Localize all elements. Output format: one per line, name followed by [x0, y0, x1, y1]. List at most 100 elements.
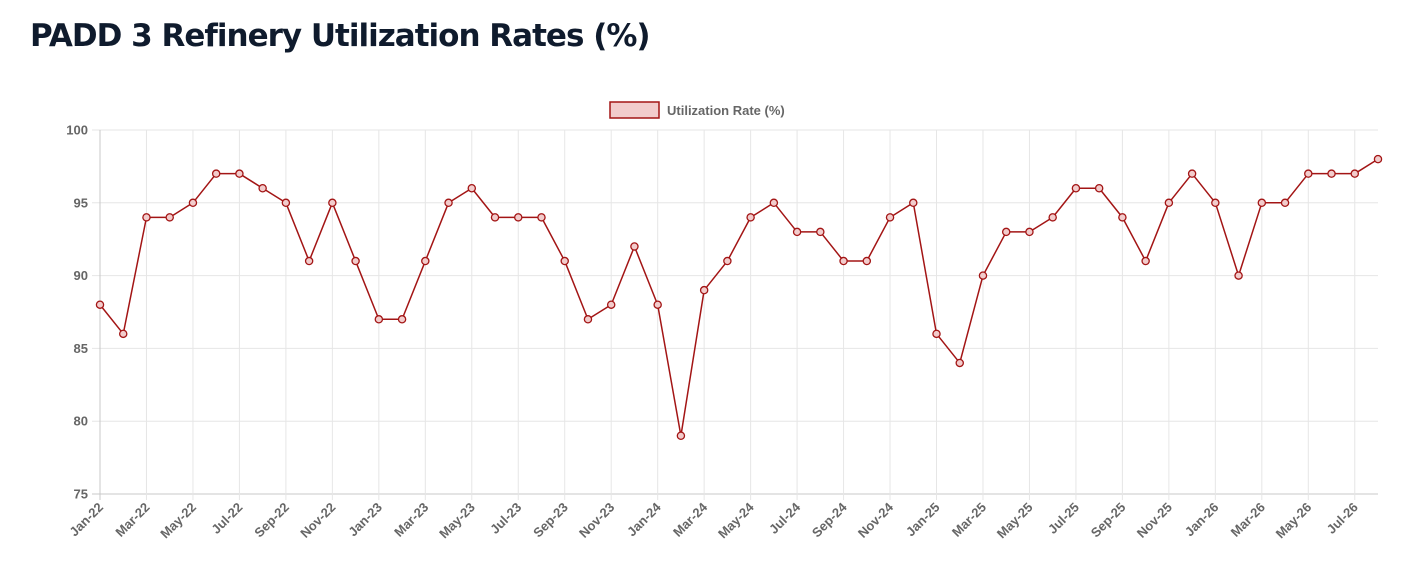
- x-axis-ticks: Jan-22 Mar-22 May-22 Jul-22 Sep-22 Nov-22 Jan-…: [66, 499, 1361, 541]
- data-point[interactable]: [1373, 154, 1383, 164]
- data-point[interactable]: [1094, 183, 1104, 193]
- x-tick-label: Jan-22: [66, 500, 106, 540]
- chart-title: PADD 3 Refinery Utilization Rates (%): [30, 18, 651, 54]
- x-tick-label: Jan-26: [1182, 500, 1222, 540]
- data-point[interactable]: [885, 213, 895, 222]
- y-tick-label: 75: [74, 487, 88, 502]
- x-tick-label: May-24: [715, 499, 757, 541]
- data-point[interactable]: [909, 198, 918, 208]
- y-tick-label: 80: [74, 414, 88, 429]
- x-tick-label: May-25: [994, 500, 1036, 542]
- data-point[interactable]: [978, 271, 988, 280]
- y-tick-label: 90: [74, 268, 88, 283]
- legend-swatch[interactable]: [609, 101, 660, 119]
- data-point[interactable]: [583, 315, 593, 324]
- data-point[interactable]: [676, 431, 686, 441]
- x-tick-label: Jan-24: [624, 499, 664, 539]
- data-point[interactable]: [746, 213, 755, 222]
- data-point[interactable]: [1304, 169, 1313, 178]
- data-point[interactable]: [1071, 183, 1081, 193]
- data-point[interactable]: [281, 198, 291, 208]
- x-tick-label: Sep-22: [251, 500, 292, 541]
- x-tick-label: Jul-22: [208, 500, 245, 537]
- data-point[interactable]: [630, 242, 639, 251]
- data-point[interactable]: [304, 256, 314, 266]
- x-tick-label: Mar-24: [670, 499, 711, 540]
- data-point[interactable]: [188, 198, 198, 208]
- x-tick-label: Mar-23: [391, 500, 431, 540]
- data-point[interactable]: [537, 213, 546, 222]
- x-tick-label: May-22: [157, 500, 199, 542]
- data-point[interactable]: [1187, 169, 1197, 178]
- x-tick-label: Jan-25: [903, 500, 943, 540]
- data-point[interactable]: [1164, 198, 1174, 208]
- data-point[interactable]: [1025, 227, 1034, 237]
- series-line: [99, 158, 1379, 437]
- data-point[interactable]: [723, 256, 732, 266]
- x-tick-label: Jul-23: [487, 500, 524, 537]
- data-point[interactable]: [258, 183, 267, 193]
- x-tick-label: Sep-24: [809, 499, 850, 540]
- data-point[interactable]: [839, 256, 848, 266]
- data-point[interactable]: [490, 213, 500, 222]
- data-point[interactable]: [1048, 213, 1057, 222]
- data-point[interactable]: [374, 315, 384, 324]
- data-point[interactable]: [560, 256, 569, 266]
- data-point[interactable]: [792, 227, 802, 237]
- data-point[interactable]: [118, 329, 128, 339]
- data-point[interactable]: [95, 300, 105, 309]
- data-point[interactable]: [1257, 198, 1267, 208]
- x-tick-label: Sep-23: [530, 500, 571, 541]
- data-point[interactable]: [816, 227, 825, 237]
- data-point[interactable]: [699, 285, 709, 295]
- data-point[interactable]: [1118, 213, 1127, 222]
- x-tick-label: Sep-25: [1088, 500, 1129, 541]
- data-point[interactable]: [862, 256, 872, 266]
- data-point[interactable]: [235, 169, 244, 178]
- legend[interactable]: Utilization Rate (%): [609, 101, 785, 119]
- data-point[interactable]: [1211, 198, 1220, 208]
- x-tick-label: Nov-23: [576, 500, 617, 541]
- x-tick-label: Mar-22: [112, 500, 152, 540]
- data-point[interactable]: [955, 358, 964, 368]
- data-point[interactable]: [1234, 271, 1243, 280]
- x-tick-label: Nov-22: [297, 500, 338, 541]
- x-tick-label: May-26: [1273, 500, 1315, 542]
- y-tick-label: 100: [66, 123, 88, 138]
- data-point[interactable]: [653, 300, 662, 309]
- x-tick-label: Jul-24: [766, 499, 804, 537]
- x-tick-label: Jul-25: [1045, 500, 1082, 537]
- y-tick-label: 95: [74, 195, 88, 210]
- x-tick-label: Jan-23: [345, 500, 385, 540]
- data-point[interactable]: [769, 198, 779, 208]
- data-point[interactable]: [165, 213, 174, 222]
- grid-lines: [92, 129, 1378, 500]
- x-tick-label: Jul-26: [1324, 500, 1361, 537]
- x-tick-label: May-23: [436, 500, 478, 542]
- y-tick-label: 85: [74, 341, 88, 356]
- data-point[interactable]: [932, 329, 941, 339]
- legend-label[interactable]: Utilization Rate (%): [667, 103, 785, 118]
- data-point[interactable]: [1001, 227, 1011, 237]
- data-point[interactable]: [211, 169, 221, 178]
- data-point[interactable]: [1280, 198, 1290, 208]
- data-point[interactable]: [397, 315, 407, 324]
- x-tick-label: Mar-26: [1228, 500, 1268, 540]
- data-point[interactable]: [351, 256, 360, 266]
- data-point[interactable]: [1350, 169, 1360, 178]
- data-point[interactable]: [444, 198, 453, 208]
- x-tick-label: Nov-24: [855, 499, 897, 541]
- data-point[interactable]: [1327, 169, 1336, 178]
- data-point[interactable]: [467, 183, 477, 193]
- x-tick-label: Mar-25: [949, 500, 989, 540]
- y-axis-ticks: 75 80 85 90 95 100: [66, 123, 88, 502]
- data-point[interactable]: [1141, 256, 1150, 266]
- series-layer: [95, 154, 1383, 441]
- data-point[interactable]: [421, 256, 430, 266]
- data-point[interactable]: [514, 213, 523, 222]
- x-tick-label: Nov-25: [1134, 500, 1175, 541]
- data-point[interactable]: [328, 198, 337, 208]
- data-point[interactable]: [142, 213, 151, 222]
- data-point[interactable]: [606, 300, 616, 309]
